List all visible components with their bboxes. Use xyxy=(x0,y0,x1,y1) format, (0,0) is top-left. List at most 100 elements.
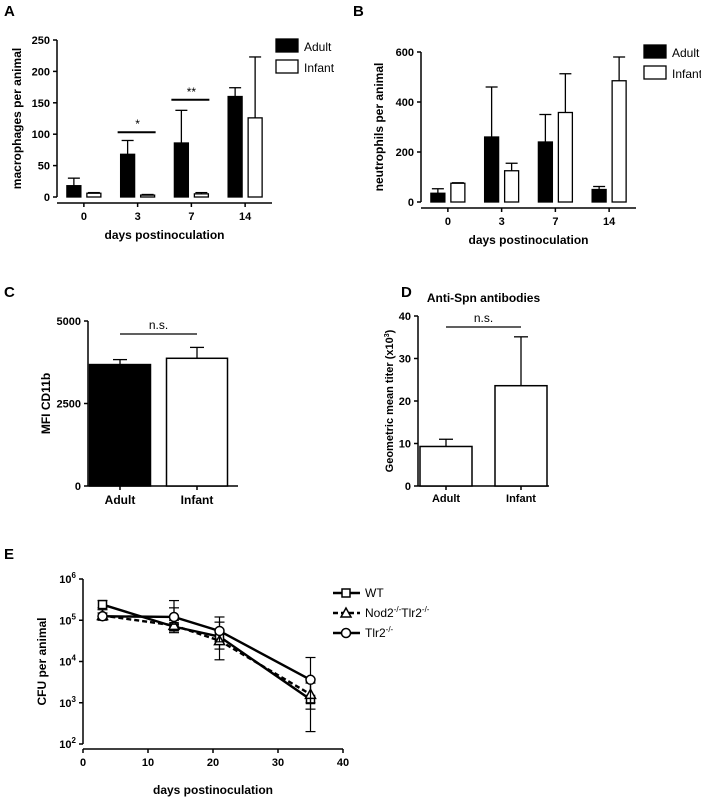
error-bar xyxy=(539,113,552,142)
bar-infant xyxy=(503,170,520,203)
x-tick-label: 40 xyxy=(337,757,349,769)
bar-adult xyxy=(537,141,554,203)
panel-label-A: A xyxy=(4,3,15,20)
error-bar xyxy=(613,56,626,81)
series-line xyxy=(102,615,312,681)
bar-adult xyxy=(227,95,243,198)
panel-D: D Anti-Spn antibodies 0 10 20 30 40 Adult Infant… xyxy=(384,284,549,505)
y-tick-label: 400 xyxy=(396,97,414,109)
bar-adult xyxy=(173,142,190,198)
bar-infant xyxy=(165,357,229,487)
y-tick-label: 100 xyxy=(32,129,50,141)
bar-infant xyxy=(450,182,466,203)
data-point xyxy=(97,611,108,622)
y-tick-label: 50 xyxy=(38,161,50,173)
series-line xyxy=(102,603,312,701)
series-tlr2 xyxy=(97,599,316,704)
x-axis-label: days postinoculation xyxy=(104,228,224,242)
y-axis-label: CFU per animal xyxy=(35,617,49,705)
x-tick-label: 0 xyxy=(81,211,87,223)
error-bar xyxy=(451,182,464,184)
significance-marker: ** xyxy=(187,85,197,99)
legend-label: Adult xyxy=(672,46,700,60)
legend-swatch-infant xyxy=(643,65,667,80)
error-bar xyxy=(190,346,204,359)
legend-label: Adult xyxy=(304,40,332,54)
error-bar xyxy=(121,139,134,155)
bar-adult xyxy=(483,136,500,203)
bar-infant xyxy=(86,192,102,198)
bar-infant xyxy=(494,384,548,487)
y-axis-label: Geometric mean titer (x103) xyxy=(384,329,396,472)
panel-C: C 0 2500 5000 Adult Infant n.s. MFI CD11b xyxy=(4,284,238,507)
x-tick-label: 10 xyxy=(142,757,154,769)
legend-swatch-adult xyxy=(275,38,299,53)
bar-adult xyxy=(430,192,446,203)
error-bar xyxy=(485,86,498,137)
y-tick-label: 30 xyxy=(399,354,411,366)
y-tick-label: 102 xyxy=(59,736,76,751)
bar-infant xyxy=(193,193,210,198)
y-axis-label: neutrophils per animal xyxy=(372,63,386,192)
x-tick-label: 30 xyxy=(272,757,284,769)
y-tick-label: 0 xyxy=(44,192,50,204)
panel-B: B 0 200 400 600 0 3 7 14 days postinoculation neut… xyxy=(353,3,701,247)
error-bar xyxy=(431,188,444,194)
x-tick-label: 7 xyxy=(188,211,194,223)
x-tick-label: 0 xyxy=(80,757,86,769)
data-point xyxy=(168,611,180,623)
y-tick-label: 0 xyxy=(408,197,414,209)
legend-swatch-adult xyxy=(643,44,667,59)
error-bar xyxy=(249,56,262,118)
x-tick-label: 3 xyxy=(135,211,141,223)
x-tick-label: 7 xyxy=(552,216,558,228)
y-tick-label: 200 xyxy=(32,66,50,78)
x-axis-label: days postinoculation xyxy=(468,233,588,247)
error-bar xyxy=(87,191,100,194)
y-tick-label: 10 xyxy=(399,439,411,451)
legend-label: Tlr2-/- xyxy=(365,625,394,640)
series-line xyxy=(102,614,312,696)
significance-marker: * xyxy=(135,117,140,131)
error-bar xyxy=(514,336,528,386)
data-point xyxy=(305,674,316,686)
y-tick-label: 20 xyxy=(399,396,411,408)
x-tick-label: 0 xyxy=(445,216,451,228)
error-bar xyxy=(175,109,188,143)
legend-label: WT xyxy=(365,586,384,600)
error-bar xyxy=(593,185,606,190)
error-bar xyxy=(439,438,453,447)
bar-adult xyxy=(66,185,82,198)
panel-label-B: B xyxy=(353,3,364,20)
y-tick-label: 40 xyxy=(399,311,411,323)
legend-marker xyxy=(341,588,351,598)
error-bar xyxy=(113,358,127,365)
data-point xyxy=(167,618,181,631)
x-tick-label: Infant xyxy=(181,493,214,507)
panel-E: E 102 103 104 105 106 0 10 20 30 40 days postinocul… xyxy=(4,546,430,797)
y-tick-label: 5000 xyxy=(57,316,81,328)
y-tick-label: 106 xyxy=(59,571,76,586)
legend-label: Nod2-/-Tlr2-/- xyxy=(365,605,430,620)
legend-swatch-infant xyxy=(275,59,299,74)
bar-infant xyxy=(557,111,574,203)
bar-adult xyxy=(88,363,152,487)
y-tick-label: 105 xyxy=(59,612,76,627)
y-tick-label: 600 xyxy=(396,47,414,59)
x-tick-label: Adult xyxy=(105,493,136,507)
legend-label: Infant xyxy=(672,67,701,81)
error-bar xyxy=(229,87,242,97)
x-tick-label: 3 xyxy=(499,216,505,228)
x-tick-label: 20 xyxy=(207,757,219,769)
y-tick-label: 250 xyxy=(32,35,50,47)
error-bar xyxy=(195,191,208,194)
bar-adult xyxy=(119,153,136,198)
chart-title: Anti-Spn antibodies xyxy=(427,291,541,305)
y-tick-label: 2500 xyxy=(57,399,81,411)
panel-A: A 0 50 100 150 200 250 0 3 7 14 days postinoculatio… xyxy=(4,3,335,242)
bar-infant xyxy=(247,117,263,198)
legend-entry: Nod2-/-Tlr2-/- xyxy=(333,605,430,620)
legend-entry: Tlr2-/- xyxy=(333,625,394,640)
y-tick-label: 0 xyxy=(405,481,411,493)
